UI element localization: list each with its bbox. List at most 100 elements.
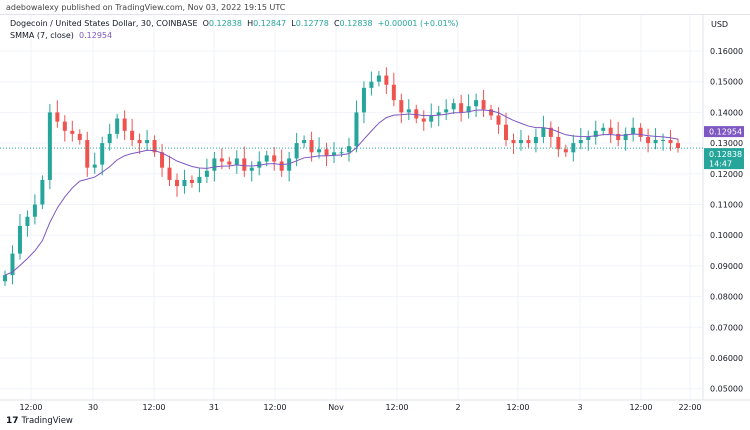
candle-body	[414, 109, 419, 119]
candle-body	[189, 179, 194, 184]
candle	[10, 245, 15, 285]
candle	[189, 175, 194, 188]
candle	[317, 137, 322, 159]
price-tick: 0.09000	[710, 262, 743, 271]
candle-body	[152, 140, 157, 153]
candle-body	[444, 109, 449, 113]
candle	[3, 270, 7, 286]
candle-body	[616, 133, 621, 141]
candle-body	[586, 136, 591, 141]
bar-countdown: 14:47	[709, 160, 732, 169]
candle-body	[3, 275, 7, 282]
price-tick: 0.05000	[710, 385, 743, 394]
candle-body	[354, 112, 359, 147]
candle-body	[115, 118, 120, 134]
candle	[122, 110, 127, 141]
candle	[676, 138, 680, 153]
candle	[361, 81, 366, 124]
candle-body	[459, 103, 464, 113]
time-tick: 12:00	[142, 403, 165, 412]
candle	[668, 129, 673, 151]
candle-body	[85, 140, 90, 168]
candle-body	[563, 149, 568, 153]
candle-body	[294, 143, 299, 159]
candle	[421, 110, 426, 131]
svg-text:0.12954: 0.12954	[709, 128, 742, 137]
candle-body	[287, 158, 292, 171]
candle	[40, 175, 45, 210]
currency-label: USD	[711, 20, 728, 29]
price-tick: 0.16000	[710, 47, 743, 56]
candle	[287, 152, 292, 182]
candle-body	[676, 143, 680, 149]
candle	[197, 168, 202, 193]
candle-body	[526, 140, 531, 144]
change-value: +0.00001 (+0.01%)	[377, 19, 459, 28]
candle-body	[511, 140, 516, 144]
candle-body	[533, 136, 538, 144]
candle	[92, 152, 97, 174]
candle-body	[32, 204, 37, 217]
candle-body	[474, 100, 479, 107]
candle	[242, 146, 247, 177]
candle	[436, 105, 441, 127]
candle	[47, 104, 52, 190]
candle	[339, 147, 344, 157]
candle-body	[204, 170, 209, 177]
price-tick: 0.07000	[710, 323, 743, 332]
candle	[100, 136, 105, 176]
indicator-name[interactable]: SMMA (7, close)	[10, 31, 74, 40]
time-tick: Nov	[328, 403, 344, 412]
candle-body	[436, 112, 441, 116]
candle	[174, 173, 179, 197]
candle-body	[197, 176, 202, 184]
time-tick: 12:00	[385, 403, 408, 412]
candle	[459, 94, 464, 122]
candle	[406, 99, 411, 121]
candle	[55, 100, 60, 128]
candle	[638, 123, 643, 142]
candle-body	[631, 127, 636, 134]
candle	[70, 120, 75, 142]
candle	[249, 161, 254, 182]
symbol-name[interactable]: Dogecoin / United States Dollar, 30, COI…	[10, 19, 198, 28]
candle-body	[272, 155, 277, 162]
candle-body	[638, 127, 643, 137]
candle	[234, 150, 239, 174]
smma-line	[4, 109, 679, 276]
candle	[346, 137, 351, 162]
candle-body	[548, 127, 553, 137]
tradingview-brand[interactable]: 17 TradingView	[6, 416, 73, 426]
publish-info: adebowalexy published on TradingView.com…	[6, 3, 286, 12]
candle	[511, 133, 516, 154]
candle-body	[369, 81, 374, 88]
candle-body	[429, 115, 434, 122]
chart-frame[interactable]	[0, 14, 750, 415]
candle	[616, 121, 621, 147]
candle-body	[279, 161, 284, 171]
candle-body	[17, 225, 22, 254]
price-tick: 0.08000	[710, 293, 743, 302]
price-tick: 0.10000	[710, 231, 743, 240]
candle	[107, 123, 112, 151]
candle-body	[646, 136, 651, 144]
candle	[115, 113, 120, 139]
time-tick: 12:00	[19, 403, 42, 412]
candle-body	[25, 216, 30, 226]
candle	[257, 151, 262, 176]
candle-body	[317, 149, 322, 153]
candle-body	[10, 253, 15, 276]
smma-price-tag: 0.12954	[704, 126, 744, 138]
candle	[563, 144, 568, 157]
candle	[623, 127, 628, 151]
symbol-ohlc-line: Dogecoin / United States Dollar, 30, COI…	[10, 19, 459, 28]
candle	[489, 104, 494, 121]
candle-body	[332, 152, 337, 156]
time-tick: 30	[88, 403, 98, 412]
price-tick: 0.12000	[710, 170, 743, 179]
candle	[526, 135, 531, 148]
candle	[533, 128, 538, 153]
candle-body	[339, 152, 344, 154]
chart-legend: Dogecoin / United States Dollar, 30, COI…	[10, 18, 458, 42]
